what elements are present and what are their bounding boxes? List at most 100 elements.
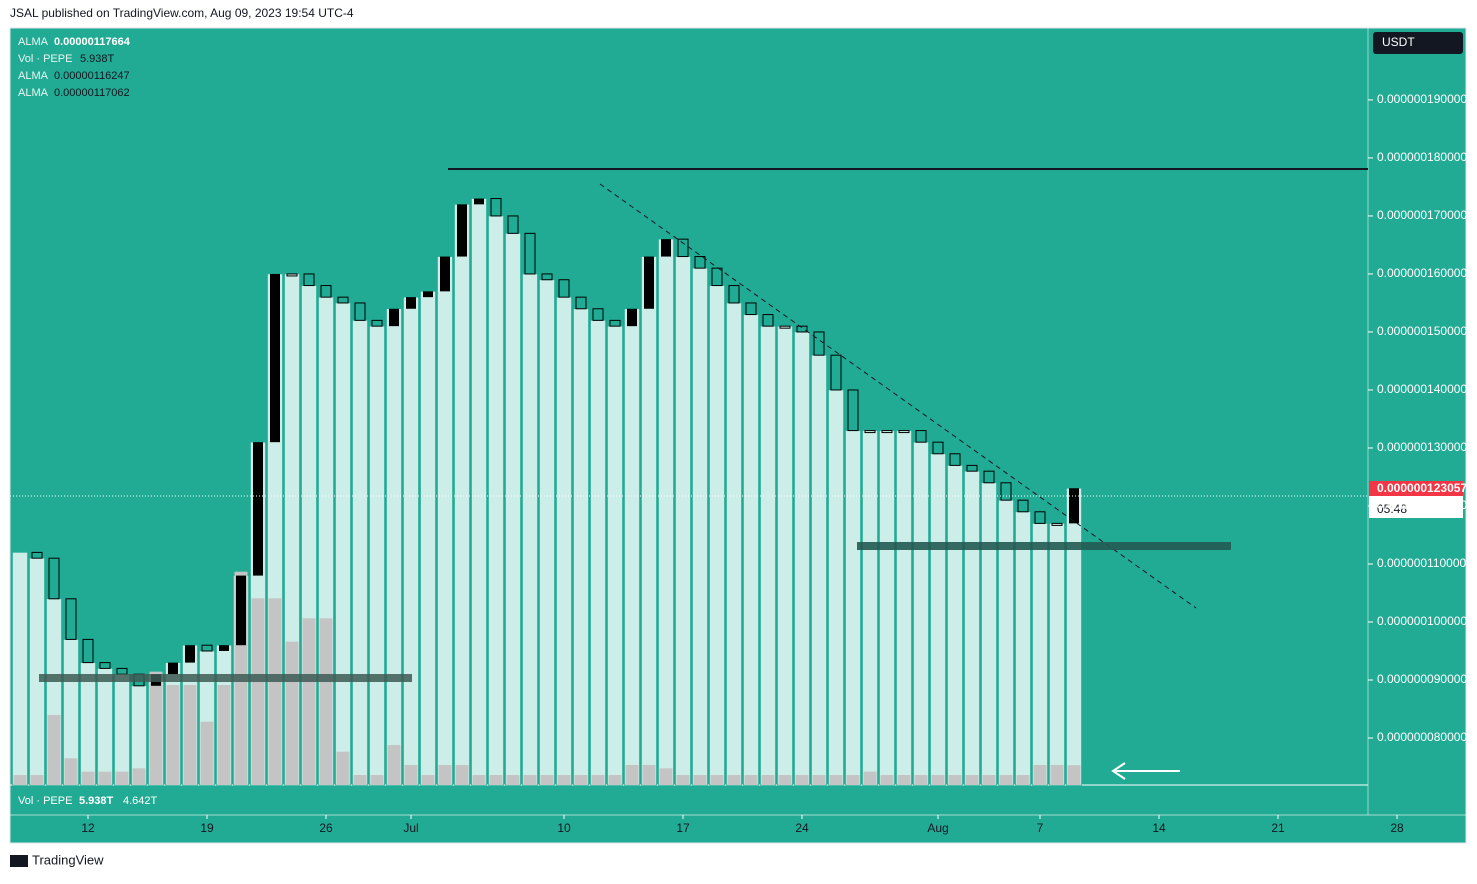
column — [114, 673, 130, 786]
legend-value: 0.00000116247 — [54, 70, 130, 82]
column — [726, 302, 742, 786]
candle-body-up — [1069, 488, 1079, 524]
column — [403, 296, 419, 786]
header: JSAL published on TradingView.com, Aug 0… — [10, 6, 354, 20]
volume-bar — [421, 775, 435, 785]
candle-body-up — [474, 198, 484, 205]
column — [777, 325, 793, 786]
y-tick-label: 0.000000150000 — [1377, 324, 1467, 338]
candle-body-down — [303, 273, 315, 287]
volume-bar — [455, 765, 469, 785]
column — [539, 279, 555, 786]
candle-body-down — [1017, 499, 1029, 513]
candle-body-down — [949, 453, 961, 466]
arrow — [1111, 762, 1180, 780]
x-tick-label: 28 — [1390, 821, 1404, 835]
column — [845, 430, 861, 786]
volume-bar — [302, 618, 316, 785]
volume-bar — [676, 775, 690, 785]
volume-bar — [846, 775, 860, 785]
support-zone — [39, 674, 412, 682]
y-tick-label: 0.000000080000 — [1377, 730, 1467, 744]
candle-body-down — [966, 464, 978, 472]
column — [743, 314, 759, 786]
candle-body-down — [813, 331, 825, 356]
candle-body-up — [406, 297, 416, 309]
column — [947, 465, 963, 786]
volume-bar — [914, 775, 928, 785]
volume-bar — [64, 758, 78, 785]
column — [896, 430, 912, 786]
volume-bar — [812, 775, 826, 785]
column — [675, 256, 691, 786]
y-tick-label: 0.000000140000 — [1377, 382, 1467, 396]
column — [1049, 523, 1065, 786]
candle-body-down — [711, 267, 723, 287]
column — [335, 302, 351, 786]
column — [556, 296, 572, 786]
candle-body-up — [440, 256, 450, 292]
candle-body-down — [541, 273, 553, 281]
volume-bar — [30, 775, 44, 785]
volume-bar — [285, 641, 299, 785]
column — [794, 331, 810, 786]
volume-bar — [47, 715, 61, 785]
volume-bar — [81, 771, 95, 785]
candle-body-down — [1034, 511, 1046, 524]
volume-bar — [387, 745, 401, 785]
price-label: 0.000000123057 — [1377, 481, 1467, 495]
x-tick-label: 24 — [795, 821, 809, 835]
column — [454, 204, 470, 786]
y-tick-label: 0.000000130000 — [1377, 440, 1467, 454]
column — [607, 325, 623, 786]
column — [964, 470, 980, 786]
candle-body-down — [847, 389, 859, 432]
volume-bar — [897, 775, 911, 785]
column — [930, 453, 946, 786]
volume-bar — [693, 775, 707, 785]
volume-bar — [625, 765, 639, 785]
column — [590, 320, 606, 786]
column — [981, 482, 997, 786]
x-tick-label: 7 — [1037, 821, 1044, 835]
x-tick-label: Jul — [403, 821, 418, 835]
candles — [12, 198, 1082, 786]
column — [1032, 523, 1048, 786]
column — [709, 285, 725, 786]
column — [386, 308, 402, 786]
candle-body-down — [337, 296, 349, 304]
candle-body-down — [609, 319, 621, 327]
volume-bar — [336, 751, 350, 785]
x-tick-label: Aug — [927, 821, 948, 835]
column — [505, 233, 521, 786]
volume-bar — [982, 775, 996, 785]
support-zone — [857, 542, 1231, 550]
volume-bar — [506, 775, 520, 785]
candle-body-down — [830, 354, 842, 391]
volume-bar — [659, 768, 673, 785]
volume-bar — [880, 775, 894, 785]
candle-body-down — [1000, 482, 1012, 501]
legend-value: 0.00000117664 — [54, 36, 131, 48]
column — [369, 325, 385, 786]
volume-bar — [642, 765, 656, 785]
candle-body-down — [201, 644, 213, 652]
candle-body-up — [457, 204, 467, 257]
candle-body-down — [354, 302, 366, 321]
legend-name: ALMA — [18, 87, 49, 99]
candle-body-up — [236, 575, 246, 646]
volume-bar — [778, 775, 792, 785]
column — [879, 430, 895, 786]
currency-box — [1373, 32, 1463, 54]
volume-bar — [557, 775, 571, 785]
x-tick-label: 12 — [81, 821, 95, 835]
candle-body-down — [728, 285, 740, 304]
column — [862, 430, 878, 786]
volume-bar — [438, 765, 452, 785]
column — [437, 256, 453, 786]
volume-bar — [370, 775, 384, 785]
candle-body-down — [507, 215, 519, 234]
volume-bar — [948, 775, 962, 785]
